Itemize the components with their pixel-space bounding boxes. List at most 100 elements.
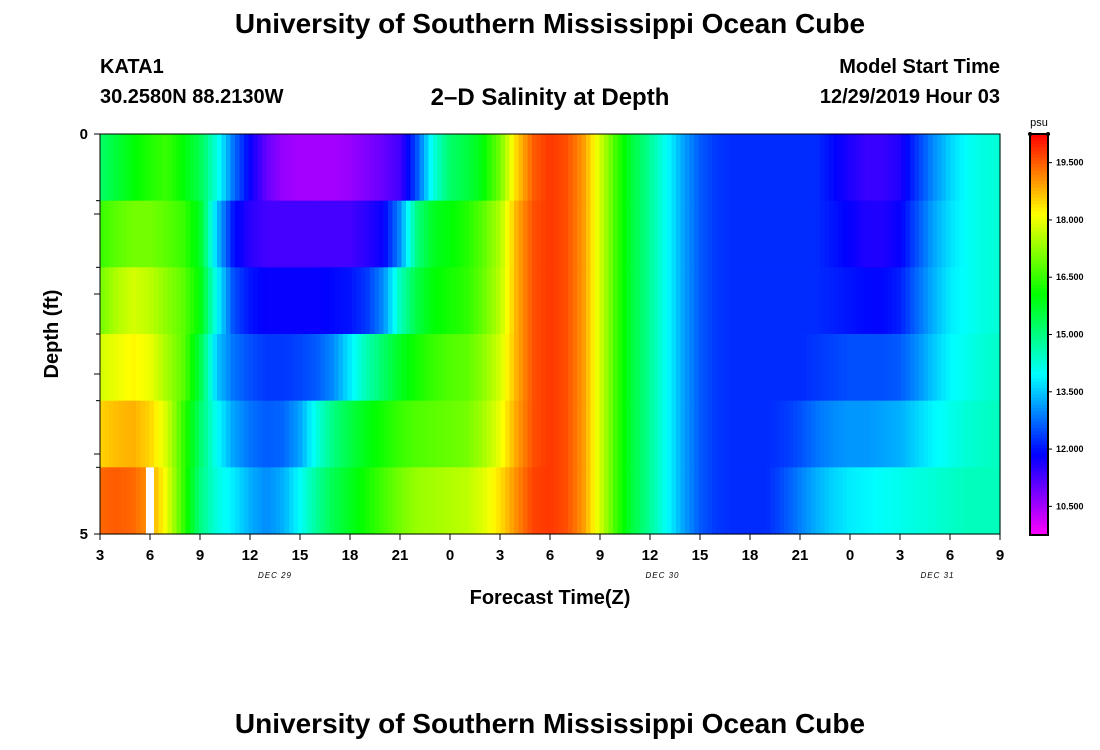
heatmap-cell (347, 134, 353, 202)
heatmap-cell (158, 134, 164, 202)
heatmap-cell (869, 334, 875, 402)
heatmap-cell (671, 400, 677, 468)
heatmap-cell (721, 267, 727, 335)
heatmap-cell (541, 400, 547, 468)
heatmap-cell (545, 267, 551, 335)
heatmap-cell (788, 134, 794, 202)
heatmap-cell (581, 267, 587, 335)
heatmap-cell (640, 400, 646, 468)
heatmap-cell (343, 200, 349, 268)
heatmap-cell (743, 334, 749, 402)
heatmap-cell (442, 267, 448, 335)
heatmap-cell (536, 400, 542, 468)
heatmap-cell (532, 467, 538, 535)
heatmap-cell (352, 200, 358, 268)
heatmap-cell (361, 267, 367, 335)
heatmap-cell (973, 400, 979, 468)
heatmap-cell (482, 467, 488, 535)
heatmap-cell (554, 267, 560, 335)
heatmap-cell (307, 467, 313, 535)
heatmap-cell (869, 200, 875, 268)
heatmap-cell (838, 134, 844, 202)
heatmap-cell (914, 467, 920, 535)
heatmap-cell (667, 467, 673, 535)
heatmap-cell (770, 134, 776, 202)
heatmap-cell (694, 134, 700, 202)
heatmap-cell (275, 134, 281, 202)
heatmap-cell (631, 334, 637, 402)
heatmap-cell (626, 267, 632, 335)
heatmap-cell (230, 334, 236, 402)
heatmap-cell (896, 334, 902, 402)
heatmap-cell (532, 267, 538, 335)
heatmap-cell (451, 400, 457, 468)
heatmap-cell (334, 134, 340, 202)
heatmap-cell (523, 134, 529, 202)
heatmap-cell (613, 334, 619, 402)
heatmap-cell (842, 400, 848, 468)
heatmap-cell (226, 134, 232, 202)
heatmap-cell (244, 200, 250, 268)
heatmap-cell (464, 200, 470, 268)
heatmap-cell (217, 134, 223, 202)
heatmap-cell (253, 200, 259, 268)
heatmap-cell (838, 200, 844, 268)
heatmap-cell (721, 334, 727, 402)
x-tick-label: 3 (96, 547, 104, 564)
colorbar-segment (1030, 484, 1048, 489)
heatmap-cell (199, 334, 205, 402)
heatmap-cell (235, 400, 241, 468)
heatmap-cell (289, 200, 295, 268)
heatmap-cell (649, 267, 655, 335)
heatmap-cell (680, 334, 686, 402)
heatmap-cell (518, 200, 524, 268)
heatmap-cell (316, 267, 322, 335)
heatmap-cell (419, 200, 425, 268)
heatmap-cell (941, 267, 947, 335)
heatmap-cell (964, 267, 970, 335)
heatmap-cell (604, 467, 610, 535)
heatmap-cell (136, 267, 142, 335)
colorbar-segment (1030, 494, 1048, 499)
heatmap-cell (428, 467, 434, 535)
heatmap-cell (613, 467, 619, 535)
heatmap-cell (500, 200, 506, 268)
heatmap-cell (910, 467, 916, 535)
heatmap-cell (982, 400, 988, 468)
heatmap-cell (887, 200, 893, 268)
heatmap-cell (923, 467, 929, 535)
heatmap-cell (932, 134, 938, 202)
heatmap-cell (487, 267, 493, 335)
heatmap-cell (779, 334, 785, 402)
heatmap-cell (478, 334, 484, 402)
heatmap-cell (689, 467, 695, 535)
heatmap-cell (950, 400, 956, 468)
heatmap-cell (757, 134, 763, 202)
heatmap-cell (950, 267, 956, 335)
heatmap-cell (635, 267, 641, 335)
heatmap-cell (289, 400, 295, 468)
heatmap-cell (878, 134, 884, 202)
heatmap-cell (235, 200, 241, 268)
heatmap-cell (973, 467, 979, 535)
heatmap-cell (563, 467, 569, 535)
heatmap-cell (725, 134, 731, 202)
heatmap-cell (995, 334, 1001, 402)
heatmap-cell (725, 334, 731, 402)
heatmap-cell (581, 400, 587, 468)
heatmap-cell (784, 334, 790, 402)
heatmap-cell (676, 134, 682, 202)
heatmap-cell (352, 400, 358, 468)
heatmap-cell (788, 467, 794, 535)
heatmap-cell (923, 267, 929, 335)
heatmap-cell (707, 334, 713, 402)
heatmap-cell (104, 200, 110, 268)
heatmap-cell (284, 267, 290, 335)
heatmap-cell (419, 400, 425, 468)
heatmap-cell (478, 467, 484, 535)
heatmap-cell (703, 467, 709, 535)
heatmap-cell (820, 334, 826, 402)
heatmap-cell (968, 267, 974, 335)
heatmap-cell (671, 200, 677, 268)
heatmap-cell (208, 400, 214, 468)
